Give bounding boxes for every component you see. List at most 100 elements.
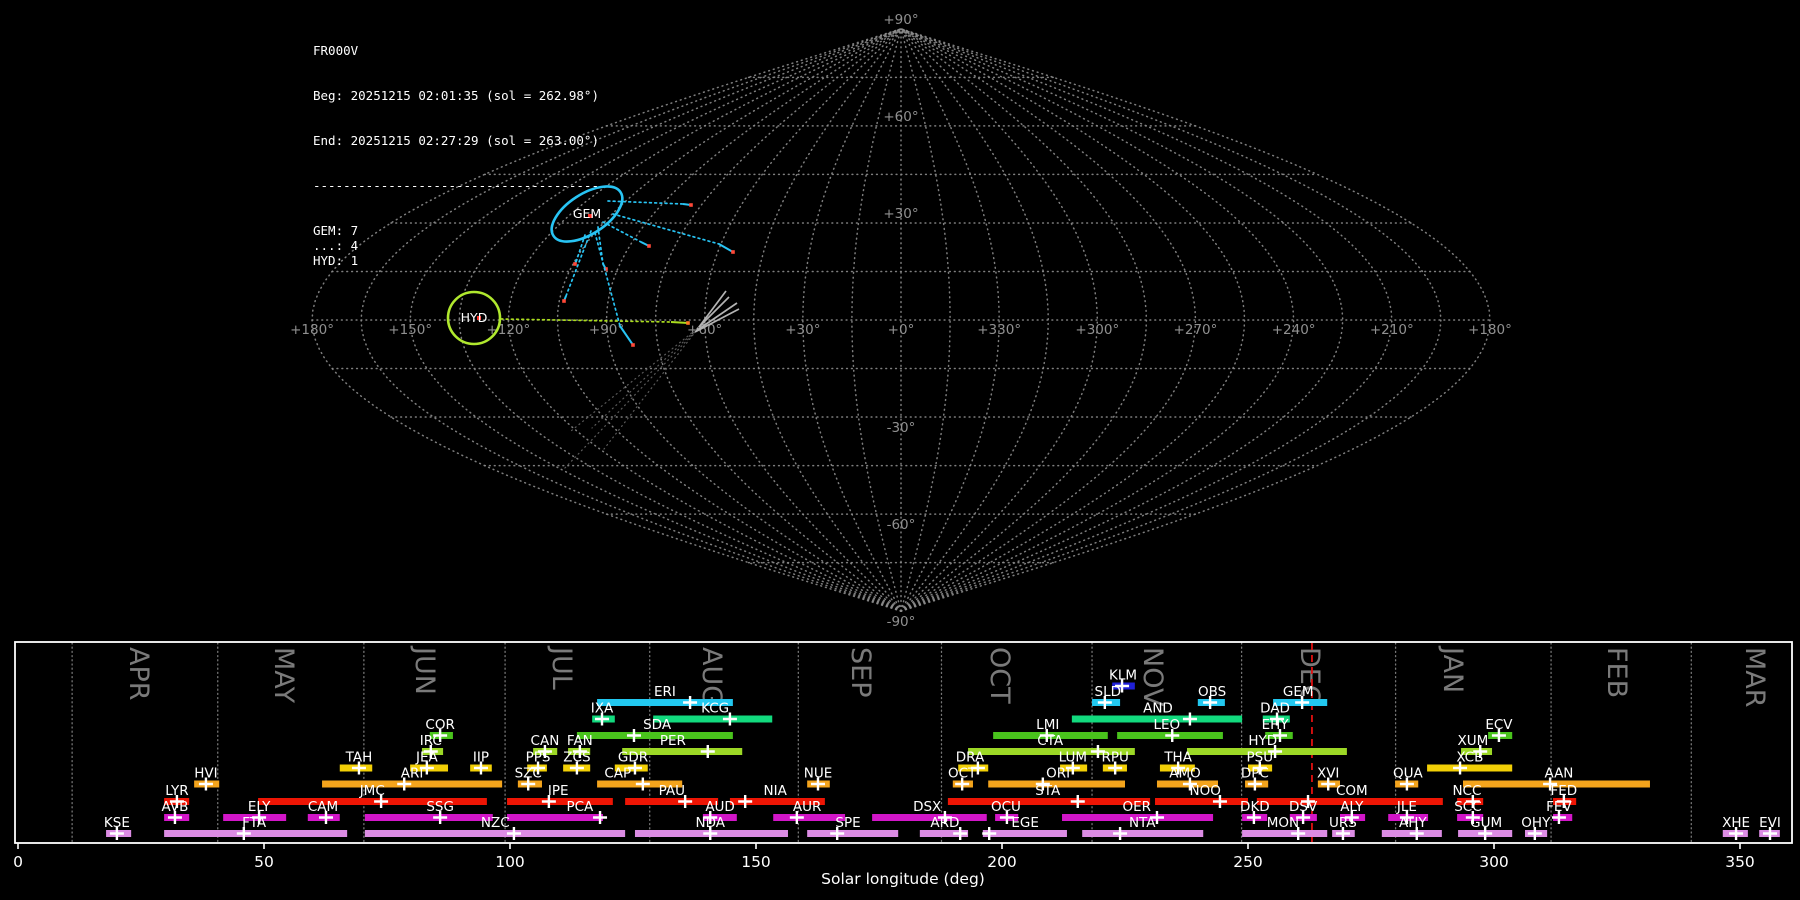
shower-label-scc: SCC — [1454, 799, 1481, 815]
shower-peak-marker-gdr — [627, 761, 642, 775]
grid-meridian-line — [507, 28, 902, 612]
shower-peak-marker-sld — [1097, 696, 1112, 709]
shower-peak-marker-ari — [397, 777, 412, 791]
gem-meteor-track-dotted — [612, 213, 720, 245]
grid-meridian-line — [900, 28, 1246, 612]
shower-label-ard: ARD — [930, 815, 959, 831]
gem-meteor-track-solid — [619, 325, 634, 346]
shower-peak-marker-pca — [593, 811, 608, 824]
shower-peak-marker-oct — [955, 777, 970, 791]
lat-label: -60° — [887, 517, 916, 533]
shower-peak-marker-xum — [1473, 745, 1488, 758]
gem-meteor-track-dotted — [565, 230, 592, 297]
shower-bar-noo — [1155, 798, 1248, 805]
shower-label-nia: NIA — [764, 783, 788, 799]
shower-count-row: GEM: 7 — [313, 223, 359, 238]
shower-peak-marker-scc — [1465, 811, 1480, 824]
shower-peak-marker-ipe — [541, 795, 556, 808]
shower-bar-spe — [807, 830, 899, 837]
lon-label: +120° — [486, 322, 530, 338]
shower-peak-marker-oer — [1149, 811, 1164, 824]
gem-meteor-track-tip — [647, 244, 651, 248]
shower-peak-marker-ehy — [1272, 729, 1287, 742]
gem-meteor-track-solid — [718, 243, 734, 253]
info-panel: FR000V Beg: 20251215 02:01:35 (sol = 262… — [313, 13, 599, 268]
grid-meridian-line — [900, 28, 1099, 612]
shower-peak-marker-and — [1182, 712, 1197, 726]
shower-label-noo: NOO — [1190, 783, 1221, 799]
shower-peak-marker-dsx — [937, 811, 952, 824]
shower-label-per: PER — [660, 733, 686, 749]
shower-peak-marker-nzc — [506, 827, 521, 840]
shower-peak-marker-cta — [1090, 745, 1105, 758]
shower-label-nzc: NZC — [481, 815, 510, 831]
shower-label-cor: COR — [425, 717, 454, 733]
shower-peak-marker-spe — [830, 827, 845, 840]
shower-peak-marker-pau — [678, 795, 693, 808]
shower-label-dad: DAD — [1260, 701, 1290, 717]
shower-label-ehy: EHY — [1262, 717, 1290, 733]
shower-label-ohy: OHY — [1521, 815, 1551, 831]
radiant-label-gem: GEM — [573, 206, 601, 221]
shower-bar-hyd — [1186, 748, 1347, 755]
shower-peak-marker-qua — [1399, 777, 1414, 791]
pole-label-south: -90° — [887, 614, 916, 630]
shower-peak-marker-klm — [1115, 679, 1130, 693]
sporadic-track-dotted — [603, 330, 697, 450]
shower-label-amo: AMO — [1169, 766, 1201, 782]
shower-peak-marker-ori — [1035, 777, 1050, 791]
shower-label-ely: ELY — [248, 799, 271, 815]
lon-label: +300° — [1075, 322, 1119, 338]
lon-label: +180° — [1468, 322, 1512, 338]
grid-meridian-line — [900, 28, 1344, 612]
shower-peak-marker-lmi — [1039, 729, 1054, 742]
lon-label: +150° — [388, 322, 432, 338]
shower-label-mon: MON — [1267, 815, 1299, 831]
shower-label-qua: QUA — [1393, 766, 1424, 782]
shower-bar-ssg — [364, 814, 493, 821]
shower-peak-marker-kse — [109, 827, 124, 840]
shower-peak-marker-mon — [1291, 827, 1306, 840]
grid-meridian-line — [311, 28, 902, 612]
sporadic-track-solid — [694, 308, 740, 333]
shower-peak-marker-cam — [318, 811, 333, 824]
shower-peak-marker-tha — [1171, 761, 1186, 775]
shower-label-dpc: DPC — [1241, 766, 1269, 782]
shower-bar-cta — [968, 748, 1135, 755]
shower-peak-marker-jle — [1399, 811, 1414, 824]
month-label: SEP — [845, 647, 876, 697]
shower-peak-marker-dkd — [1246, 811, 1261, 824]
shower-peak-marker-gem — [1295, 696, 1310, 709]
grid-meridian-line — [900, 28, 1197, 612]
gem-meteor-track-tip — [604, 267, 608, 271]
shower-label-ege: EGE — [1011, 815, 1039, 831]
grid-meridian-line — [900, 28, 1442, 612]
month-label: MAY — [268, 647, 299, 704]
shower-bar-ard — [919, 830, 969, 837]
grid-meridian-line — [360, 28, 902, 612]
shower-peak-marker-urs — [1335, 827, 1350, 840]
shower-label-tah: TAH — [345, 750, 373, 766]
grid-meridian-line — [703, 28, 902, 612]
shower-label-aly: ALY — [1340, 799, 1364, 815]
sporadic-track-dotted — [591, 328, 698, 429]
month-label: JUL — [546, 645, 577, 690]
shower-peak-marker-cap — [635, 777, 650, 791]
shower-label-urs: URS — [1329, 815, 1357, 831]
shower-bar-aud — [702, 814, 737, 821]
shower-peak-marker-ely — [252, 811, 267, 824]
lat-label: +60° — [883, 109, 918, 125]
hyd-meteor-track-tip — [686, 321, 690, 325]
shower-bar-pau — [625, 798, 719, 805]
end-time-line: End: 20251215 02:27:29 (sol = 263.00°) — [313, 133, 599, 148]
gem-meteor-track-tip — [573, 262, 577, 266]
shower-peak-marker-jmc — [374, 795, 389, 808]
station-id: FR000V — [313, 43, 359, 58]
shower-peak-marker-szc — [521, 777, 536, 791]
shower-label-gem: GEM — [1283, 684, 1314, 700]
shower-label-zcs: ZCS — [563, 750, 590, 766]
shower-label-oer: OER — [1123, 799, 1152, 815]
shower-label-aur: AUR — [793, 799, 822, 815]
shower-peak-marker-gum — [1478, 827, 1493, 840]
separator-line: -------------------------------------- — [313, 178, 599, 193]
